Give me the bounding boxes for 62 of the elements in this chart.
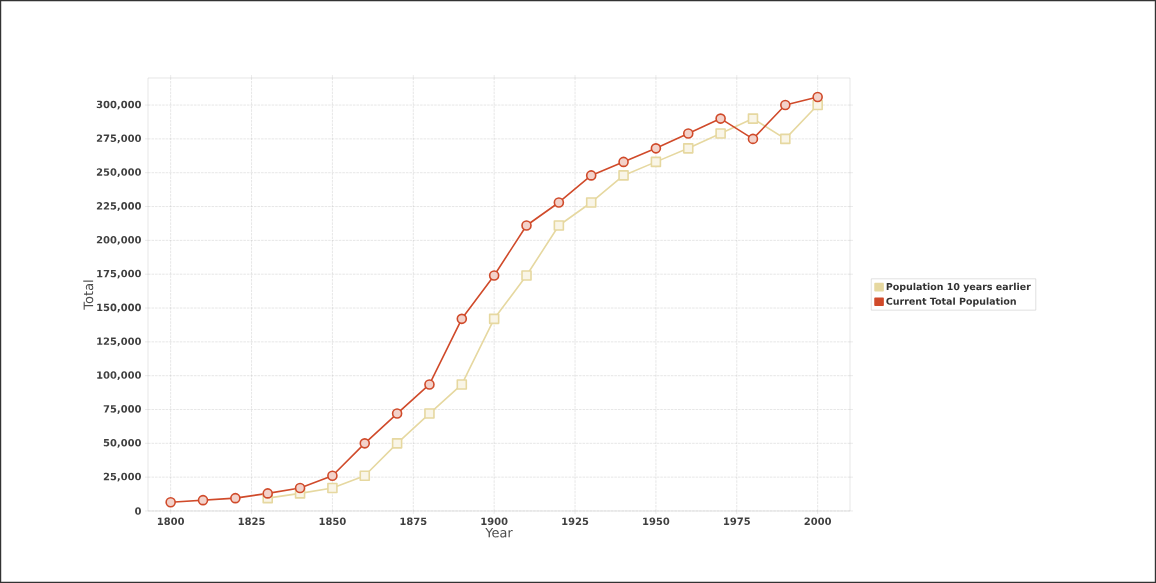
point: [618, 170, 629, 181]
point: [650, 143, 662, 154]
y-tick-label: 100,000: [97, 371, 142, 381]
y-tick-label: 300,000: [96, 100, 142, 110]
x-tick-label: 2000: [804, 517, 832, 526]
point: [553, 197, 565, 208]
point: [197, 494, 209, 506]
point: [165, 496, 176, 508]
x-tick-label: 1900: [481, 517, 508, 526]
point: [359, 438, 371, 449]
y-tick-label: 75,000: [103, 405, 142, 414]
y-tick-label: 275,000: [96, 134, 142, 144]
point: [488, 313, 500, 325]
point: [650, 156, 662, 168]
point: [424, 379, 435, 390]
point: [456, 313, 468, 325]
point: [230, 492, 241, 504]
point: [682, 128, 694, 139]
x-tick-label: 1975: [724, 517, 750, 526]
x-axis-title: Year: [485, 527, 513, 538]
point: [521, 220, 532, 231]
point: [585, 170, 597, 181]
legend-label: Current Total Population: [886, 297, 1016, 307]
point: [715, 113, 726, 124]
point: [780, 133, 791, 145]
point: [585, 197, 597, 208]
point: [391, 438, 403, 449]
point: [618, 156, 629, 168]
legend-label: Population 10 years earlier: [886, 282, 1031, 293]
y-tick-label: 125,000: [97, 337, 142, 347]
point: [747, 113, 759, 124]
x-tick-label: 1825: [238, 517, 265, 526]
y-tick-label: 250,000: [96, 168, 142, 178]
x-tick-label: 1800: [157, 517, 185, 526]
point: [780, 99, 791, 111]
point: [812, 91, 823, 103]
point: [294, 482, 306, 494]
point: [424, 408, 435, 419]
x-tick-label: 1925: [562, 517, 589, 526]
y-tick-label: 150,000: [97, 303, 142, 313]
point: [521, 270, 532, 281]
y-tick-label: 225,000: [96, 202, 142, 211]
y-tick-label: 25,000: [103, 472, 142, 482]
x-tick-label: 1875: [400, 517, 427, 526]
point: [715, 128, 726, 139]
point: [456, 379, 468, 390]
y-tick-label: 200,000: [96, 235, 142, 245]
y-tick-label: 175,000: [97, 269, 142, 279]
point: [391, 408, 403, 419]
point: [747, 133, 759, 145]
y-axis-title: Total: [83, 280, 94, 310]
y-tick-label: 0: [135, 507, 142, 515]
point: [359, 470, 371, 482]
point: [262, 488, 274, 499]
point: [488, 270, 500, 281]
point: [553, 220, 565, 231]
point: [682, 143, 694, 154]
point: [327, 470, 338, 482]
point: [327, 482, 338, 494]
x-tick-label: 1950: [643, 517, 670, 526]
x-tick-label: 1850: [319, 517, 346, 526]
y-tick-label: 50,000: [103, 438, 142, 448]
